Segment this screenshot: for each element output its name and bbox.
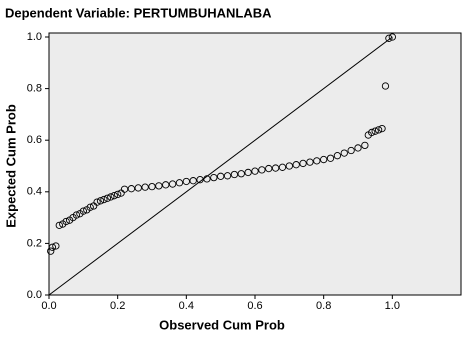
y-tick-label: 0.2 <box>27 237 42 249</box>
x-axis-label: Observed Cum Prob <box>159 317 285 332</box>
x-tick-label: 0.8 <box>316 300 331 312</box>
point <box>52 242 60 250</box>
point <box>162 181 170 189</box>
point <box>299 159 307 168</box>
point <box>100 195 108 204</box>
reference-line <box>48 36 393 296</box>
point <box>141 183 149 191</box>
chart-title: Dependent Variable: PERTUMBUHANLABA <box>5 5 272 20</box>
point <box>217 172 225 180</box>
x-tick-label: 0.2 <box>110 300 125 312</box>
point <box>196 176 204 184</box>
point <box>168 180 177 188</box>
point <box>292 161 300 169</box>
point <box>251 167 259 175</box>
point <box>258 166 266 174</box>
point <box>265 164 273 173</box>
point <box>378 124 386 133</box>
point <box>326 154 335 162</box>
point <box>175 179 184 187</box>
point <box>148 182 156 191</box>
y-tick-label: 0.6 <box>27 134 42 146</box>
x-tick-label: 0.6 <box>247 300 262 312</box>
point <box>320 155 328 164</box>
point <box>203 175 211 183</box>
point <box>155 182 163 190</box>
point <box>47 247 55 255</box>
x-tick-label: 1.0 <box>385 300 400 312</box>
point <box>388 33 396 41</box>
point <box>127 185 136 193</box>
plot-area <box>48 32 462 296</box>
point <box>244 168 252 177</box>
point <box>381 82 390 90</box>
point <box>110 192 118 200</box>
point <box>114 190 122 199</box>
point <box>103 194 112 202</box>
point <box>93 198 101 206</box>
point <box>55 221 63 229</box>
point <box>368 128 376 137</box>
point <box>210 173 218 182</box>
point <box>340 149 348 157</box>
point <box>223 172 232 180</box>
point <box>72 211 81 219</box>
x-tick-label: 0.0 <box>41 300 56 312</box>
y-tick-label: 0.4 <box>27 186 42 198</box>
point <box>120 185 129 193</box>
point <box>134 184 142 192</box>
point <box>96 197 105 205</box>
point <box>62 217 70 226</box>
point <box>271 164 280 172</box>
y-tick-label: 0.8 <box>27 83 42 95</box>
point <box>347 146 355 155</box>
point <box>285 162 293 170</box>
point <box>86 203 94 211</box>
point <box>306 158 314 166</box>
point <box>371 127 379 135</box>
point <box>79 207 87 215</box>
point <box>374 126 383 134</box>
point <box>48 243 57 251</box>
y-tick-label: 1.0 <box>27 31 42 43</box>
point <box>230 170 239 179</box>
point <box>278 163 287 171</box>
point <box>333 152 342 160</box>
point <box>385 34 393 42</box>
point <box>237 170 245 178</box>
point <box>361 141 369 150</box>
point <box>107 193 115 201</box>
point <box>354 144 362 152</box>
point <box>313 157 321 165</box>
point <box>182 177 190 186</box>
point <box>189 177 197 185</box>
y-axis-label: Expected Cum Prob <box>3 104 18 228</box>
x-tick-label: 0.4 <box>179 300 194 312</box>
y-tick-label: 0.0 <box>27 289 42 301</box>
